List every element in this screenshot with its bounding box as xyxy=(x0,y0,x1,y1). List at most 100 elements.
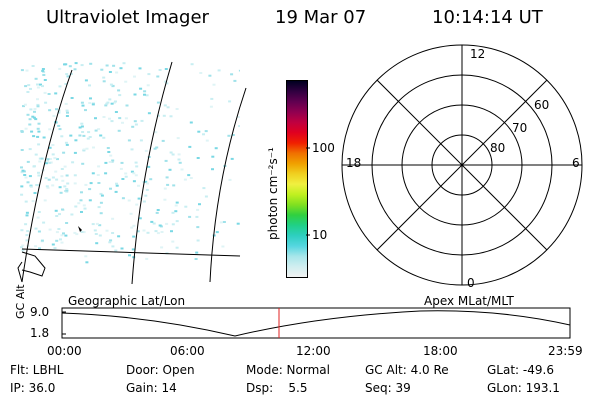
uv-pixel xyxy=(177,153,181,156)
uv-pixel xyxy=(175,220,179,223)
uv-pixel xyxy=(57,111,61,114)
uv-pixel xyxy=(34,153,38,156)
uv-pixel xyxy=(120,247,124,250)
uv-pixel xyxy=(80,231,84,233)
uv-pixel xyxy=(130,148,134,151)
uv-pixel xyxy=(227,134,231,137)
uv-pixel xyxy=(65,115,69,117)
uv-pixel xyxy=(63,185,67,188)
uv-pixel xyxy=(65,143,69,146)
uv-pixel xyxy=(88,136,92,138)
uv-pixel xyxy=(147,165,151,168)
uv-pixel xyxy=(28,148,32,151)
uv-pixel xyxy=(162,114,166,117)
uv-pixel xyxy=(231,134,235,136)
uv-pixel xyxy=(124,172,128,175)
uv-pixel xyxy=(117,129,121,132)
uv-pixel xyxy=(55,108,58,111)
uv-pixel xyxy=(28,123,32,126)
uv-pixel xyxy=(163,198,167,201)
uv-pixel xyxy=(36,103,40,106)
uv-pixel xyxy=(20,166,23,169)
uv-pixel xyxy=(160,246,164,249)
uv-pixel xyxy=(149,178,153,181)
uv-pixel xyxy=(196,239,200,242)
uv-pixel xyxy=(204,195,208,198)
uv-pixel xyxy=(131,248,135,251)
uv-pixel xyxy=(40,239,44,242)
uv-pixel xyxy=(59,191,63,194)
uv-pixel xyxy=(65,190,69,193)
uv-pixel xyxy=(144,149,148,152)
uv-pixel xyxy=(118,117,122,120)
uv-pixel xyxy=(88,84,91,87)
uv-pixel xyxy=(89,62,93,65)
uv-pixel xyxy=(111,159,115,162)
map-caption: Geographic Lat/Lon xyxy=(68,294,186,308)
mlt-label-18: 18 xyxy=(346,156,362,170)
uv-pixel xyxy=(92,146,95,149)
uv-pixel xyxy=(48,161,52,164)
uv-pixel xyxy=(82,204,86,207)
uv-pixel xyxy=(73,174,77,177)
uv-pixel xyxy=(111,84,115,87)
uv-pixel xyxy=(44,162,48,165)
uv-pixel xyxy=(29,87,32,90)
uv-pixel xyxy=(38,160,42,163)
uv-pixel xyxy=(208,74,212,77)
uv-pixel xyxy=(95,222,99,225)
uv-pixel xyxy=(73,151,77,154)
uv-pixel xyxy=(104,104,108,107)
uv-pixel xyxy=(158,69,162,71)
uv-pixel xyxy=(61,179,65,182)
uv-pixel xyxy=(130,170,134,173)
uv-pixel xyxy=(53,157,57,160)
uv-pixel xyxy=(63,165,67,168)
altitude-xtick-2359: 23:59 xyxy=(548,344,583,358)
uv-pixel xyxy=(111,245,115,248)
uv-pixel xyxy=(97,128,101,131)
uv-pixel xyxy=(45,185,49,188)
uv-pixel xyxy=(135,203,139,206)
uv-pixel xyxy=(37,171,40,174)
uv-pixel xyxy=(136,230,140,233)
uv-pixel xyxy=(143,90,147,93)
uv-pixel xyxy=(21,249,25,252)
uv-pixel xyxy=(156,209,160,211)
uv-pixel xyxy=(117,89,121,92)
uv-pixel xyxy=(48,228,52,231)
uv-pixel xyxy=(172,184,176,187)
uv-pixel xyxy=(146,84,150,87)
uv-pixel xyxy=(134,174,138,177)
uv-pixel xyxy=(111,232,115,234)
uv-pixel xyxy=(42,136,46,139)
uv-pixel xyxy=(48,109,52,112)
uv-pixel xyxy=(37,143,41,146)
uv-pixel xyxy=(233,79,237,82)
uv-pixel xyxy=(211,168,214,171)
uv-pixel xyxy=(21,169,25,172)
uv-pixel xyxy=(84,109,87,112)
uv-pixel xyxy=(26,230,30,233)
uv-pixel xyxy=(85,261,89,264)
uv-pixel xyxy=(41,68,45,70)
uv-pixel xyxy=(109,154,113,157)
uv-pixel xyxy=(102,80,106,83)
uv-pixel xyxy=(120,161,124,164)
uv-pixel xyxy=(25,211,29,214)
uv-pixel xyxy=(51,243,55,246)
mlt-label-6: 6 xyxy=(572,156,580,170)
uv-pixel xyxy=(24,127,28,130)
uv-pixel xyxy=(108,117,111,120)
uv-pixel xyxy=(99,212,103,215)
uv-pixel xyxy=(51,176,55,179)
uv-pixel xyxy=(36,105,40,108)
uv-pixel xyxy=(176,137,180,140)
uv-pixel xyxy=(77,202,81,205)
uv-pixel xyxy=(71,161,75,164)
uv-pixel xyxy=(135,165,139,168)
mlat-label-60: 60 xyxy=(534,98,550,112)
uv-pixel xyxy=(91,172,95,175)
uv-pixel xyxy=(209,105,213,108)
